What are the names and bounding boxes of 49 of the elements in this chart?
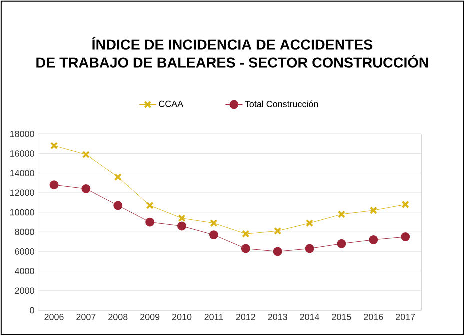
x-tick-label: 2016 [364, 314, 384, 320]
point [242, 230, 250, 238]
x-tick-label: 2012 [236, 314, 256, 320]
point [402, 200, 410, 208]
y-tick-label: 0 [30, 307, 34, 314]
x-tick-label: 2008 [108, 314, 128, 320]
point [178, 214, 186, 222]
point [209, 230, 218, 240]
y-tick-label: 6000 [15, 248, 34, 255]
x-tick-label: 2010 [172, 314, 192, 320]
y-tick-label: 12000 [10, 190, 34, 196]
y-tick-label: 2000 [15, 288, 34, 294]
legend-label: Total Construcción [245, 100, 318, 108]
x-tick-label: 2006 [44, 314, 64, 320]
point [241, 244, 250, 254]
point [369, 235, 378, 244]
y-tick-label: 18000 [10, 130, 34, 138]
chart-title: ÍNDICE DE INCIDENCIA DE ACCIDENTES DE TRABAJO DE BALEARES - SECTOR CONSTRUCCIÓN [36, 37, 428, 68]
y-tick-label: 10000 [10, 209, 34, 216]
point [146, 218, 155, 227]
x-tick-label: 2013 [268, 314, 288, 320]
point [401, 232, 410, 242]
x-tick-label: 2007 [76, 314, 96, 320]
point [338, 210, 346, 218]
point [370, 206, 378, 214]
point [82, 150, 90, 159]
point [273, 247, 282, 256]
y-tick-label: 14000 [10, 170, 34, 177]
point [210, 219, 218, 228]
x-tick-label: 2014 [300, 314, 320, 320]
point [50, 142, 58, 150]
point [82, 184, 91, 194]
y-tick-label: 4000 [15, 268, 34, 274]
point [146, 202, 154, 210]
x-tick-label: 2009 [140, 314, 160, 320]
point [305, 244, 314, 254]
y-tick-label: 16000 [10, 150, 34, 157]
point [306, 219, 314, 228]
point [50, 180, 59, 190]
point [178, 222, 187, 231]
y-tick-label: 8000 [15, 228, 34, 236]
point [114, 201, 123, 210]
x-tick-label: 2017 [396, 314, 416, 320]
x-tick-label: 2015 [332, 314, 352, 320]
x-tick-label: 2011 [204, 314, 224, 320]
point [114, 173, 122, 182]
point [337, 239, 346, 248]
point [274, 227, 282, 235]
legend-label: CCAA [159, 100, 184, 108]
